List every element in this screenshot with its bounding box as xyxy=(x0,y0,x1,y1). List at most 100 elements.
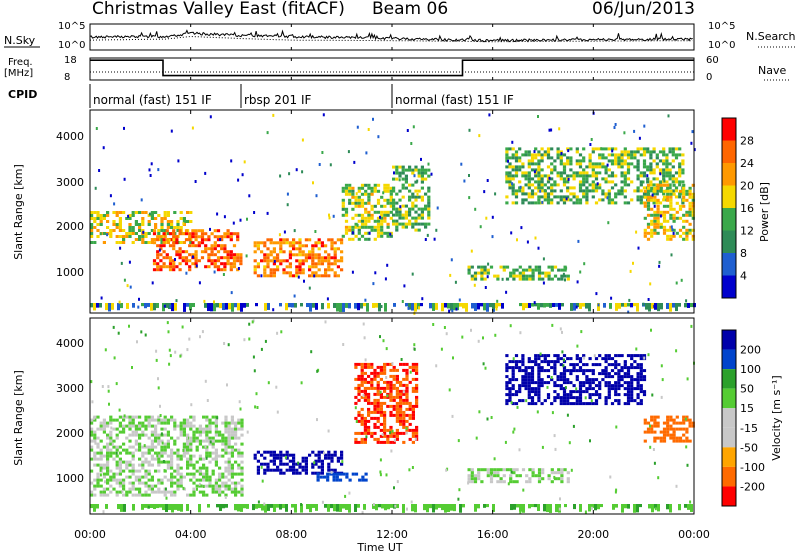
velocity-speckle xyxy=(609,475,612,479)
power-cell xyxy=(665,171,669,175)
power-cell xyxy=(115,226,119,229)
velocity-cell xyxy=(160,427,164,431)
power-cell xyxy=(90,232,94,235)
power-cell xyxy=(324,268,328,272)
power-cell xyxy=(543,150,547,154)
velocity-cell xyxy=(556,384,560,388)
velocity-cell xyxy=(324,453,328,457)
velocity-cell xyxy=(141,460,145,464)
power-cell xyxy=(118,235,122,238)
velocity-cell xyxy=(373,422,377,426)
power-ground-cell xyxy=(363,303,366,307)
velocity-speckle xyxy=(174,350,177,354)
velocity-cell xyxy=(218,484,222,488)
power-speckle xyxy=(505,175,508,179)
power-cell xyxy=(163,217,167,220)
velocity-speckle xyxy=(256,406,259,409)
velocity-cell xyxy=(214,439,218,443)
power-cell xyxy=(585,186,589,190)
velocity-cell xyxy=(118,421,122,425)
velocity-cell xyxy=(415,434,419,438)
velocity-ground-cell xyxy=(669,504,672,513)
power-cell xyxy=(395,219,399,223)
velocity-cell xyxy=(566,393,570,397)
power-cell xyxy=(525,268,529,272)
velocity-cell xyxy=(134,430,138,434)
velocity-cell xyxy=(122,469,126,473)
power-cell xyxy=(521,274,526,278)
power-cell xyxy=(314,244,318,248)
power-speckle xyxy=(627,310,630,314)
power-cell xyxy=(118,220,122,223)
power-cell xyxy=(138,226,142,229)
power-speckle xyxy=(119,246,122,250)
velocity-cell xyxy=(688,424,692,428)
velocity-cell xyxy=(208,454,212,458)
velocity-cell xyxy=(363,440,367,444)
power-cell xyxy=(534,168,538,172)
velocity-cell xyxy=(395,404,399,408)
power-cell xyxy=(128,232,132,235)
power-speckle xyxy=(632,261,634,265)
power-cell xyxy=(176,229,180,232)
power-cell xyxy=(229,238,233,242)
velocity-cell xyxy=(531,468,535,472)
power-speckle xyxy=(140,198,143,202)
power-cell xyxy=(511,165,515,169)
power-cell xyxy=(614,192,618,196)
velocity-cell xyxy=(134,415,138,419)
power-cell xyxy=(398,216,402,220)
velocity-cell xyxy=(118,445,122,449)
velocity-cell xyxy=(285,450,289,454)
power-cell xyxy=(392,186,396,190)
power-speckle xyxy=(95,127,98,130)
velocity-cell xyxy=(166,490,170,494)
velocity-cell xyxy=(617,372,621,376)
velocity-cell xyxy=(395,419,399,423)
velocity-cell xyxy=(160,418,164,422)
velocity-cell xyxy=(109,448,113,452)
velocity-cell xyxy=(636,375,640,379)
power-cell xyxy=(674,171,679,175)
power-cell xyxy=(550,192,554,196)
velocity-cell xyxy=(170,448,174,452)
velocity-cell xyxy=(653,424,657,428)
power-speckle xyxy=(129,285,132,289)
power-cell xyxy=(633,153,637,157)
power-cell xyxy=(207,256,211,260)
power-cell xyxy=(354,204,358,208)
velocity-speckle xyxy=(260,347,263,351)
velocity-cell xyxy=(170,460,174,464)
velocity-speckle xyxy=(238,400,241,404)
power-cell xyxy=(138,238,142,241)
velocity-ground-cell xyxy=(354,504,357,512)
velocity-speckle xyxy=(386,394,389,398)
power-ground-cell xyxy=(477,303,480,310)
velocity-cell xyxy=(395,434,399,438)
power-cell xyxy=(373,189,377,193)
velocity-cell xyxy=(566,378,570,382)
power-cell xyxy=(178,232,182,236)
power-cell xyxy=(197,259,201,263)
power-cell xyxy=(298,238,302,242)
power-ground-cell xyxy=(240,303,243,312)
power-ground-cell xyxy=(624,303,627,308)
velocity-cell xyxy=(147,424,151,428)
power-cell xyxy=(682,237,686,241)
velocity-cell xyxy=(395,416,399,420)
power-cell xyxy=(681,162,685,166)
power-cell xyxy=(626,183,631,187)
velocity-cell xyxy=(179,475,183,479)
velocity-cell xyxy=(224,436,228,440)
power-ground-cell xyxy=(651,303,654,309)
velocity-cell xyxy=(376,371,380,375)
power-cell xyxy=(411,204,415,208)
power-cell xyxy=(540,180,544,184)
power-cell xyxy=(279,244,283,248)
power-cell xyxy=(376,234,381,238)
power-cell xyxy=(386,189,390,193)
power-cell xyxy=(614,153,618,157)
velocity-cell xyxy=(230,454,234,458)
power-cell xyxy=(184,238,189,242)
power-speckle xyxy=(410,142,413,145)
